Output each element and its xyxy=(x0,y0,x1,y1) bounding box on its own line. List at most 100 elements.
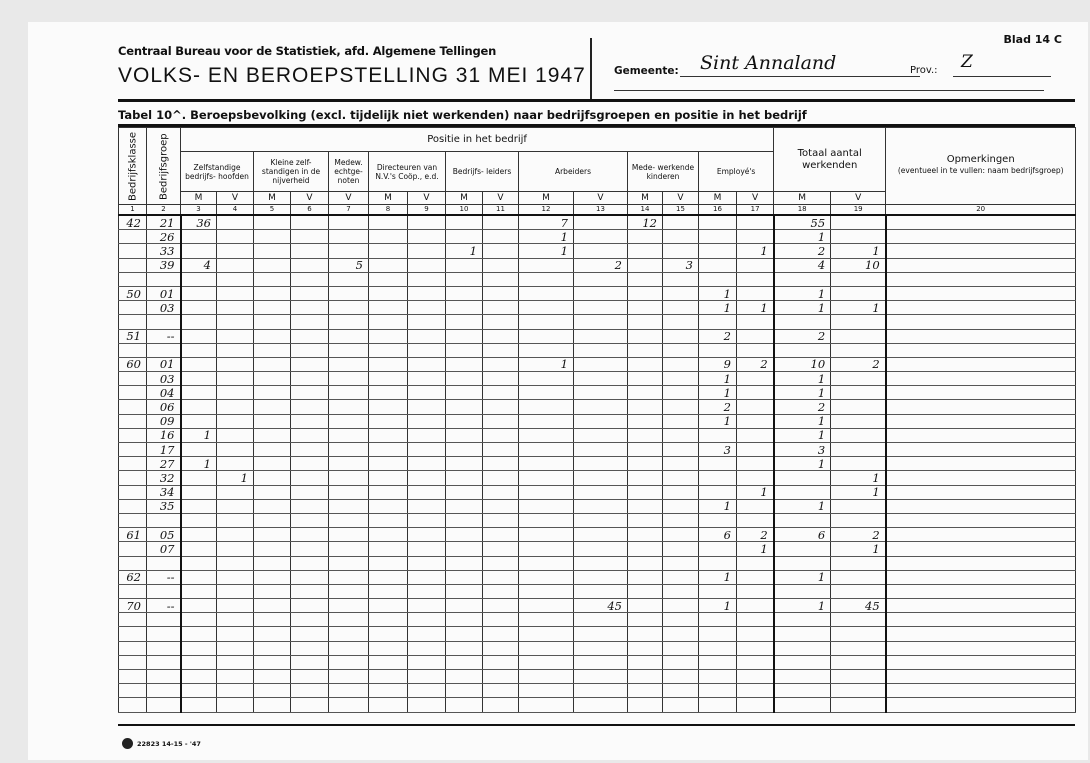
count-cell xyxy=(290,569,329,585)
count-cell xyxy=(445,371,483,387)
count-cell xyxy=(735,285,775,302)
count-cell xyxy=(290,683,329,699)
count-cell xyxy=(216,427,254,444)
count-cell: 10 xyxy=(773,356,832,373)
count-cell xyxy=(735,441,775,458)
count-cell xyxy=(627,371,663,387)
bedrijfsklasse-cell xyxy=(118,612,147,628)
count-cell xyxy=(180,399,217,415)
count-cell xyxy=(407,314,446,330)
count-cell xyxy=(290,441,329,458)
count-cell xyxy=(253,512,291,529)
count-cell: 1 xyxy=(773,569,832,585)
count-cell xyxy=(662,683,699,699)
count-cell xyxy=(573,527,628,543)
count-cell xyxy=(180,441,217,458)
count-cell xyxy=(253,541,291,557)
count-cell xyxy=(253,470,291,486)
count-cell xyxy=(407,668,446,685)
count-cell xyxy=(328,342,369,358)
count-cell xyxy=(573,484,628,500)
bedrijfsklasse-cell xyxy=(118,243,147,259)
count-cell xyxy=(830,441,887,458)
count-cell: 1 xyxy=(518,243,574,259)
count-cell xyxy=(216,555,254,571)
bedrijfsklasse-cell: 60 xyxy=(118,356,147,373)
count-cell xyxy=(482,612,519,628)
count-cell xyxy=(773,583,832,600)
count-cell xyxy=(407,243,446,259)
count-cell xyxy=(328,314,369,330)
count-cell xyxy=(627,697,663,713)
count-cell: 2 xyxy=(830,527,887,543)
count-cell xyxy=(328,640,369,656)
count-cell xyxy=(698,243,737,259)
count-cell xyxy=(216,640,254,656)
column-number: 11 xyxy=(482,204,519,216)
count-cell xyxy=(445,654,483,671)
count-cell xyxy=(518,668,574,685)
count-cell xyxy=(328,285,369,302)
sex-header: M xyxy=(253,191,291,205)
count-cell xyxy=(216,484,254,500)
count-cell xyxy=(407,441,446,458)
count-cell xyxy=(627,427,663,444)
count-cell xyxy=(445,328,483,344)
count-cell xyxy=(253,683,291,699)
count-cell xyxy=(518,626,574,642)
count-cell xyxy=(368,640,408,656)
count-cell xyxy=(368,470,408,486)
sex-header: V xyxy=(216,191,254,205)
count-cell xyxy=(445,683,483,699)
count-cell xyxy=(627,300,663,316)
count-cell xyxy=(573,683,628,699)
count-cell xyxy=(290,399,329,415)
count-cell xyxy=(662,456,699,472)
bedrijfsklasse-cell xyxy=(118,541,147,557)
count-cell xyxy=(180,314,217,330)
count-cell xyxy=(445,668,483,685)
print-code-text: 22823 14-15 - '47 xyxy=(137,739,201,748)
count-cell xyxy=(482,229,519,245)
count-cell xyxy=(573,498,628,514)
count-cell xyxy=(180,484,217,500)
count-cell xyxy=(662,385,699,401)
bedrijfsgroep-cell: -- xyxy=(146,569,182,585)
count-cell xyxy=(662,697,699,713)
count-cell xyxy=(407,527,446,543)
opmerkingen-cell xyxy=(885,512,1077,529)
sex-header: M xyxy=(627,191,663,205)
count-cell xyxy=(735,640,775,656)
table-row xyxy=(118,668,1077,685)
bedrijfsgroep-cell: 01 xyxy=(146,285,182,302)
sex-header: M xyxy=(773,191,832,205)
count-cell xyxy=(368,697,408,713)
count-cell xyxy=(290,314,329,330)
count-cell xyxy=(368,243,408,259)
count-cell xyxy=(290,257,329,273)
count-cell xyxy=(445,285,483,302)
count-cell xyxy=(662,484,699,500)
count-cell xyxy=(290,527,329,543)
table-row: 26 1 1 xyxy=(118,229,1077,245)
count-cell xyxy=(180,569,217,585)
count-cell xyxy=(518,427,574,444)
count-cell xyxy=(328,356,369,373)
bedrijfsgroep-cell: 21 xyxy=(146,214,182,231)
bedrijfsgroep-cell: 32 xyxy=(146,470,182,486)
count-cell xyxy=(482,512,519,529)
bedrijfsgroep-cell: 26 xyxy=(146,229,182,245)
count-cell xyxy=(662,356,699,373)
count-cell xyxy=(180,328,217,344)
count-cell xyxy=(368,427,408,444)
count-cell xyxy=(180,598,217,614)
count-cell: 2 xyxy=(773,243,832,259)
count-cell xyxy=(573,214,628,231)
count-cell xyxy=(445,456,483,472)
count-cell xyxy=(253,243,291,259)
count-cell: 10 xyxy=(830,257,887,273)
count-cell xyxy=(482,583,519,600)
count-cell xyxy=(368,399,408,415)
count-cell xyxy=(482,441,519,458)
count-cell xyxy=(368,314,408,330)
